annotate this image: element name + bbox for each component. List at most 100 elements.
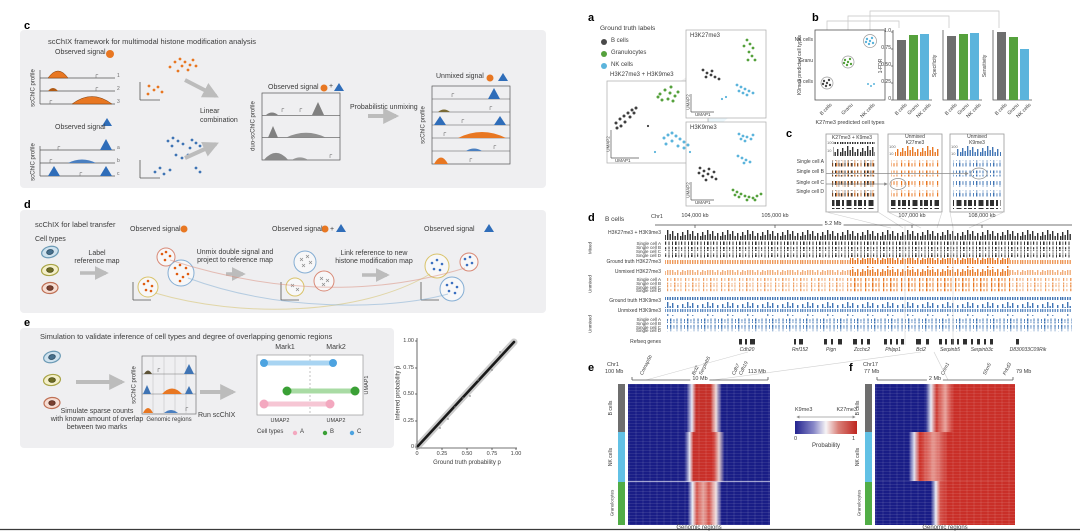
bar-1fdr-bcells [896,40,906,100]
hm-f-row-bcells: B cells [855,400,862,416]
track-mixed-single-cells [665,241,1072,258]
panel-a-graphics [601,29,767,207]
single-cell-c-label: Single cell C [796,180,824,186]
heatmap-chr17-nkcells [875,432,1015,481]
track-label-gt-k27: Ground truth H3K27me3 [606,259,661,265]
observed-signal-label-2: Observed signal [55,124,106,131]
orange-mark-icon [486,74,494,82]
ytick-nkcells: NK cells [794,37,813,43]
gene-rnf152: Rnf152 [791,347,809,353]
scchic-profile-axis-sim: scChIC profile [131,366,138,404]
heatmap-e-scale: 10 Mb [690,376,710,383]
legend-nkcells-dot [601,63,607,69]
single-cell-a-label: Single cell A [796,159,824,165]
panel-e-letter: e [24,317,31,329]
hm-e-xlabel: Genomic regions [676,525,722,531]
bar-ytick: 0.25 [881,79,891,85]
coord-105000kb: 105,000 kb [761,213,789,219]
track-row-label: 2 [117,86,120,92]
gene-phlpp1: Phlpp1 [885,347,901,353]
sc-a: Single cell A [636,277,661,282]
probabilistic-unmixing-label: Probabilistic unmixing [350,104,418,111]
single-cell-d-label: Single cell D [796,189,824,195]
sc-c: Single cell C [635,324,661,330]
box-k9-title-2: K9me3 [969,139,985,146]
heatmap-f-end: 79 Mb [1016,369,1032,375]
run-scchix-label: Run scChIX [198,412,236,419]
track-unmixed-k27-single-cells [665,278,1072,292]
legend-bcells-dot [601,39,607,45]
panel-d-title: scChIX for label transfer [35,220,116,229]
box-k9-title-1: Unmixed [967,134,987,140]
observed-signal-d3: Observed signal [424,226,475,233]
legend-B: B [330,429,335,435]
umap1-axis-main: UMAP1 [615,158,631,163]
observed-signal-label-duo: Observed signal [268,84,319,91]
region-marker-lines [904,226,954,345]
observed-signal-d1: Observed signal [130,226,181,233]
ytick: 1.00 [403,338,414,344]
coord-107000kb: 107,000 kb [898,213,926,219]
umap2-axis-k27: UMAP2 [685,94,691,110]
umap2-axis-main: UMAP2 [605,136,611,152]
cell-type-2-icon [42,372,62,388]
simulate-label-2: with known amount of overlap [50,416,144,423]
heatmap-chr17-rowbar [865,384,872,525]
gene-bcl2: Bcl2 [916,347,926,353]
blue-mark-icon [336,224,346,232]
umap-k9-title: H3K9me3 [690,125,717,131]
blue-mark-icon [102,118,112,126]
umap1-axis-k27: UMAP1 [695,112,711,117]
panel-f-letter: f [849,362,853,374]
bar-group-sensitivity [994,32,1032,100]
bar-ytick: 0 [888,96,891,102]
orange-umap-dots [146,57,198,96]
bar-sens-bcells [996,32,1006,100]
metric-1fdr-axis: 1-FDR [878,58,885,74]
scchic-profile-axis-1: scChIC profile [30,69,37,107]
panel-b-letter: b [812,12,819,24]
track-gt-k9 [665,297,1072,308]
bar-spec-bcells [946,36,956,100]
panel-c-letter: c [24,20,31,32]
link-reference-label-2: histone modification map [335,258,413,265]
ground-truth-probability-axis: Ground truth probability p [433,460,501,466]
heatmap-e-end: 113 Mb [748,369,766,375]
observed-signal-d2: Observed signal [272,226,323,233]
identity-line-scatter [416,340,516,448]
hm-e-row-bcells: B cells [608,400,615,416]
sc-b: Single cell B [636,321,661,327]
group-label-unmixed-k9: Unmixed [587,315,593,333]
box-k27-title-2: K27me3 [905,139,925,146]
metric-specificity-axis: Specificity [932,54,939,78]
zoom-region-lines-d-to-e [645,351,949,381]
legend-C: C [357,429,362,435]
bar-sens-granu [1008,36,1018,100]
coord-104000kb: 104,000 kb [681,213,709,219]
panel-c-right-graphics [825,133,1005,229]
legend-dot-B [322,430,328,436]
orange-mark-icon [321,225,329,233]
arrow-linear-combination-top [184,78,219,98]
heatmap-chr1-rowbar [618,384,625,525]
track-row-label: c [117,171,120,177]
coord-108000kb: 108,000 kb [968,213,996,219]
heatmap-scale-lines [631,377,1014,381]
panel-e-left-graphics [41,338,518,450]
ytick: 0.50 [403,391,414,397]
hm-f-row-granulocytes: Granulocytes [856,489,862,517]
sc-c: Single cell C [635,249,661,255]
ytick: 0.75 [403,365,414,371]
heatmap-chr1-nkcells [628,432,770,482]
orange-mark-icon [320,84,328,92]
gene-d830033c09rik: D830033C09Rik [1009,347,1047,353]
cell-type-1-icon [41,348,63,366]
blue-umap-dots [153,136,202,176]
heatmap-chr17-bcells [875,384,1015,432]
cell-types-label: Cell types [35,236,66,243]
umap2-axis-k9: UMAP2 [685,182,691,198]
unmix-project-label-2: project to reference map [197,257,273,264]
bar-1fdr-granu [908,34,918,100]
bcells-track-label: B cells [605,216,625,223]
